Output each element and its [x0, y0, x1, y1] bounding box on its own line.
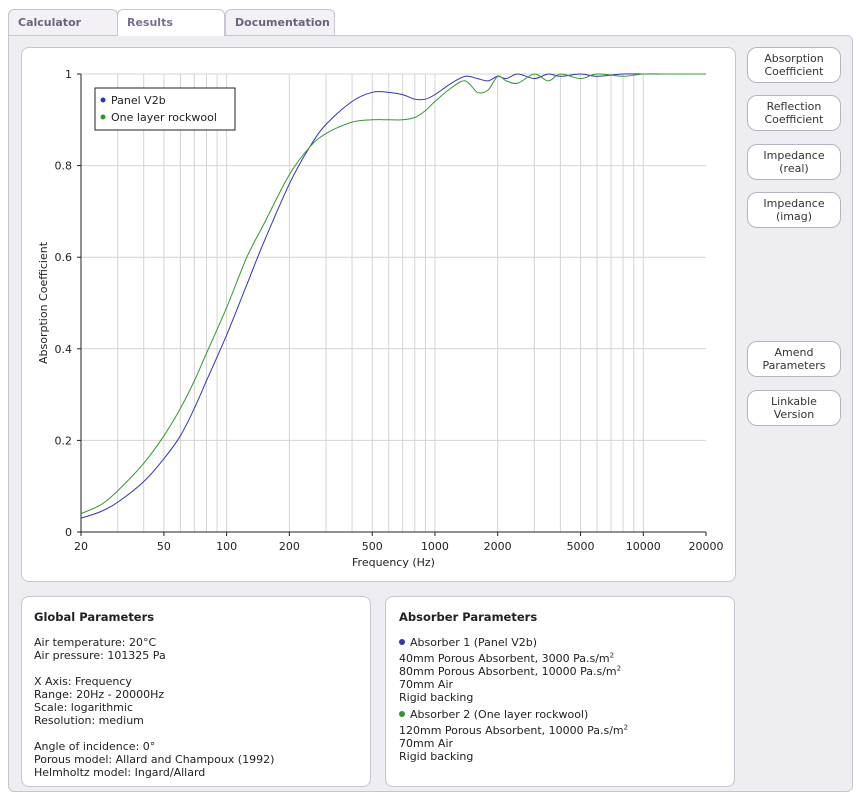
global-parameters-list: Air temperature: 20°C Air pressure: 10132…	[34, 636, 358, 779]
reflection-coefficient-button[interactable]: Reflection Coefficient	[747, 95, 841, 131]
legend-dot-icon	[399, 639, 405, 645]
impedance-real-button[interactable]: Impedance (real)	[747, 144, 841, 180]
spacer	[34, 727, 358, 740]
absorber-layer: 40mm Porous Absorbent, 3000 Pa.s/m2	[399, 651, 615, 665]
legend-label: Panel V2b	[111, 94, 166, 107]
tab-results[interactable]: Results	[117, 9, 225, 36]
absorption-chart: 0 0.2 0.4 0.6 0.8 1 20 50 100 200 500 1000 2000 5000 1…	[37, 68, 724, 569]
spacer	[34, 662, 358, 675]
impedance-imag-button[interactable]: Impedance (imag)	[747, 192, 841, 228]
absorber-label: Absorber 2 (One layer rockwool)	[410, 708, 589, 721]
global-param-line: Helmholtz model: Ingard/Allard	[34, 766, 206, 779]
global-param-line: Resolution: medium	[34, 714, 144, 727]
x-tick-label: 500	[362, 540, 383, 553]
x-tick-label: 200	[279, 540, 300, 553]
global-param-line: X Axis: Frequency	[34, 675, 132, 688]
absorber-label: Absorber 1 (Panel V2b)	[410, 636, 538, 649]
absorber-layer: Rigid backing	[399, 691, 474, 704]
y-tick-label: 0	[65, 526, 72, 539]
global-param-line: Porous model: Allard and Champoux (1992)	[34, 753, 275, 766]
x-tick-label: 20	[74, 540, 88, 553]
amend-parameters-button[interactable]: Amend Parameters	[747, 341, 841, 377]
legend-label: One layer rockwool	[111, 111, 217, 124]
global-param-line: Scale: logarithmic	[34, 701, 133, 714]
absorber-layer: Rigid backing	[399, 750, 474, 763]
x-tick-label: 10000	[626, 540, 661, 553]
global-param-line: Air pressure: 101325 Pa	[34, 649, 166, 662]
absorber-parameters-box: Absorber Parameters Absorber 1 (Panel V2…	[385, 596, 735, 787]
global-parameters-box: Global Parameters Air temperature: 20°C A…	[21, 596, 371, 787]
y-tick-label: 0.2	[55, 434, 73, 447]
chart-container: 0 0.2 0.4 0.6 0.8 1 20 50 100 200 500 1000 2000 5000 1…	[21, 47, 736, 582]
absorber-layer: 80mm Porous Absorbent, 10000 Pa.s/m2	[399, 664, 622, 678]
absorber-parameters-title: Absorber Parameters	[399, 610, 538, 624]
global-param-line: Range: 20Hz - 20000Hz	[34, 688, 165, 701]
absorber-heading: Absorber 2 (One layer rockwool)	[399, 708, 721, 721]
x-axis-label: Frequency (Hz)	[352, 556, 435, 569]
unit-superscript: 2	[616, 664, 622, 673]
absorption-coefficient-button[interactable]: Absorption Coefficient	[747, 47, 841, 83]
y-tick-label: 0.4	[55, 343, 73, 356]
global-param-line: Angle of incidence: 0°	[34, 740, 156, 753]
series-line-rockwool	[80, 73, 706, 515]
y-tick-label: 1	[65, 68, 72, 81]
x-tick-label: 1000	[421, 540, 449, 553]
y-tick-label: 0.8	[55, 160, 73, 173]
legend-dot-icon	[100, 114, 106, 120]
tab-calculator[interactable]: Calculator	[8, 9, 118, 35]
x-tick-label: 20000	[689, 540, 724, 553]
y-axis-label: Absorption Coefficient	[37, 241, 50, 364]
linkable-version-button[interactable]: Linkable Version	[747, 390, 841, 426]
series-line-panel-v2b	[80, 73, 706, 519]
absorber-heading: Absorber 1 (Panel V2b)	[399, 636, 721, 649]
legend	[94, 87, 236, 131]
absorber-layer: 70mm Air	[399, 678, 454, 691]
legend-dot-icon	[100, 97, 106, 103]
absorber-parameters-list: Absorber 1 (Panel V2b) 40mm Porous Absorb…	[399, 636, 721, 763]
y-tick-label: 0.6	[55, 251, 73, 264]
global-param-line: Air temperature: 20°C	[34, 636, 157, 649]
unit-superscript: 2	[623, 723, 629, 732]
x-tick-label: 2000	[484, 540, 512, 553]
x-tick-label: 5000	[567, 540, 595, 553]
global-parameters-title: Global Parameters	[34, 610, 155, 624]
tab-documentation[interactable]: Documentation	[225, 9, 335, 35]
absorber-layer: 120mm Porous Absorbent, 10000 Pa.s/m2	[399, 723, 629, 737]
absorber-layer: 70mm Air	[399, 737, 454, 750]
unit-superscript: 2	[609, 651, 615, 660]
x-tick-label: 50	[157, 540, 171, 553]
x-tick-label: 100	[216, 540, 237, 553]
legend-dot-icon	[399, 711, 405, 717]
